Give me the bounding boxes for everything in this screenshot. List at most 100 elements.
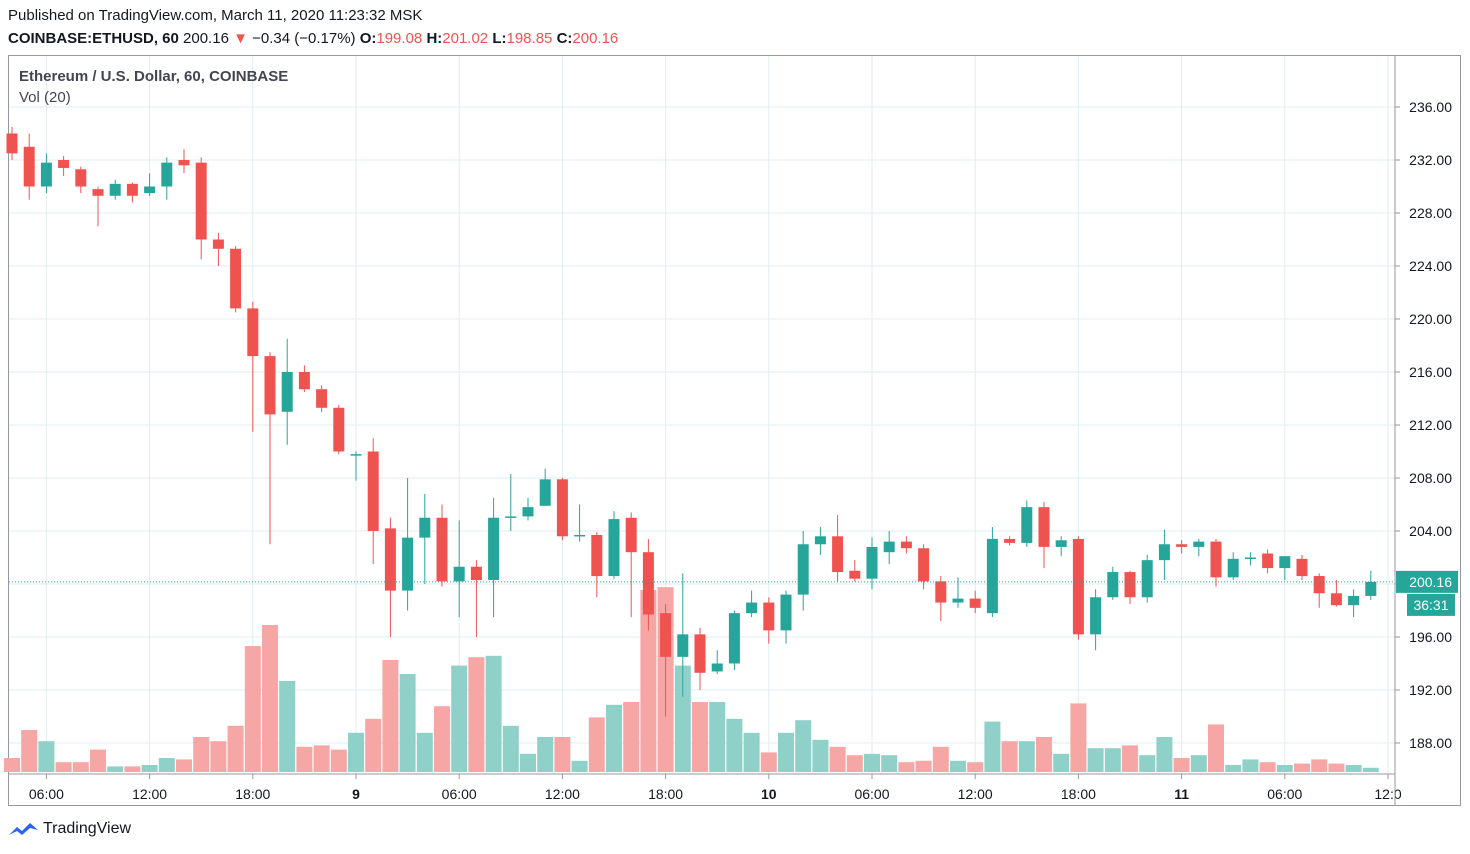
candle-body bbox=[814, 536, 826, 545]
candle-body bbox=[212, 239, 224, 249]
price-tick-label: 196.00 bbox=[1409, 629, 1452, 645]
candle-body bbox=[195, 162, 207, 240]
candle-body bbox=[144, 186, 156, 194]
volume-bar bbox=[1328, 763, 1345, 772]
volume-bar bbox=[537, 737, 554, 772]
price-tick-label: 224.00 bbox=[1409, 258, 1452, 274]
candle-body bbox=[746, 602, 758, 614]
candle-body bbox=[178, 160, 190, 166]
candle-body bbox=[1072, 538, 1084, 635]
candle-body bbox=[1193, 541, 1205, 547]
candle-body bbox=[281, 372, 293, 412]
candle-body bbox=[470, 566, 482, 581]
volume-bar bbox=[1225, 765, 1242, 772]
volume-bar bbox=[330, 749, 347, 772]
time-tick-label: 06:00 bbox=[854, 786, 889, 802]
candle-body bbox=[986, 538, 998, 614]
candle-body bbox=[694, 634, 706, 673]
candle-body bbox=[1021, 507, 1033, 543]
legend-title[interactable]: Ethereum / U.S. Dollar, 60, COINBASE bbox=[19, 68, 289, 85]
volume-bar bbox=[262, 625, 278, 772]
volume-bar bbox=[1208, 724, 1224, 772]
volume-bar bbox=[571, 760, 588, 772]
candle-body bbox=[316, 389, 328, 408]
candle-body bbox=[40, 162, 52, 187]
countdown-label: 36:31 bbox=[1413, 597, 1448, 613]
candle-body bbox=[780, 594, 792, 631]
volume-bar bbox=[416, 732, 433, 772]
time-tick-label: 10 bbox=[761, 786, 777, 802]
candle-body bbox=[797, 544, 809, 595]
volume-bar bbox=[760, 752, 777, 772]
volume-bar bbox=[193, 737, 210, 772]
candle-body bbox=[1038, 507, 1050, 547]
candle-body bbox=[436, 517, 448, 582]
time-tick-label: 11 bbox=[1174, 786, 1189, 802]
volume-bar bbox=[399, 674, 416, 772]
price-tick-label: 232.00 bbox=[1409, 152, 1452, 168]
candle-body bbox=[1210, 541, 1222, 578]
time-tick-label: 06:00 bbox=[1267, 786, 1302, 802]
last-price-label: 200.16 bbox=[1409, 574, 1452, 590]
time-tick-label: 12:00 bbox=[132, 786, 167, 802]
close-value: 200.16 bbox=[572, 30, 619, 47]
volume-bar bbox=[21, 730, 38, 772]
candle-body bbox=[333, 407, 345, 452]
candle-body bbox=[642, 552, 654, 615]
volume-bar bbox=[348, 732, 364, 772]
low-label: L: bbox=[492, 30, 507, 47]
price-tick-label: 204.00 bbox=[1409, 523, 1452, 539]
legend-volume[interactable]: Vol (20) bbox=[19, 89, 71, 106]
candle-body bbox=[1262, 553, 1274, 569]
last-price: 200.16 bbox=[183, 30, 229, 47]
candle-body bbox=[539, 479, 551, 506]
volume-bar bbox=[365, 718, 382, 772]
published-line: Published on TradingView.com, March 11, … bbox=[8, 7, 423, 24]
candle-body bbox=[419, 517, 431, 538]
volume-bar bbox=[812, 739, 829, 772]
candle-body bbox=[711, 663, 723, 672]
candle-body bbox=[384, 528, 396, 591]
volume-bar bbox=[227, 725, 244, 772]
price-tick-label: 212.00 bbox=[1409, 417, 1452, 433]
volume-bar bbox=[72, 762, 89, 772]
volume-bar bbox=[520, 753, 536, 772]
candle-body bbox=[1055, 540, 1067, 547]
volume-bar bbox=[176, 759, 192, 772]
time-tick-label: 12:00 bbox=[545, 786, 580, 802]
price-tick-label: 236.00 bbox=[1409, 99, 1452, 115]
price-tick-label: 192.00 bbox=[1409, 682, 1452, 698]
candle-body bbox=[1227, 558, 1239, 578]
candle-body bbox=[1279, 556, 1291, 569]
last-price-badge bbox=[1396, 570, 1458, 593]
footer-brand[interactable]: TradingView bbox=[8, 820, 131, 838]
candle-body bbox=[1313, 576, 1325, 594]
volume-bar bbox=[485, 655, 502, 772]
axes: 236.00 232.00 228.00 224.00 220.00 216.00 212.… bbox=[9, 56, 1458, 805]
volume-bar bbox=[1036, 737, 1052, 772]
volume-bar bbox=[915, 760, 932, 772]
candle-body bbox=[952, 598, 964, 603]
volume-bar bbox=[382, 660, 399, 772]
candle-body bbox=[625, 517, 637, 553]
candle-body bbox=[866, 546, 878, 579]
volume-bar bbox=[1311, 759, 1328, 772]
volume-bar bbox=[1070, 703, 1087, 772]
close-label: C: bbox=[556, 30, 573, 47]
volume-bar bbox=[606, 704, 622, 772]
quote-line: COINBASE:ETHUSD, 60 200.16 ▼ −0.34 (−0.1… bbox=[8, 30, 618, 47]
volume-bar bbox=[932, 746, 949, 772]
volume-bar bbox=[244, 646, 261, 772]
volume-bar bbox=[898, 762, 915, 772]
symbol-label[interactable]: COINBASE:ETHUSD, 60 bbox=[8, 30, 179, 47]
chart-frame bbox=[8, 55, 1461, 806]
price-tick-label: 208.00 bbox=[1409, 470, 1452, 486]
open-label: O: bbox=[359, 30, 377, 47]
change-value: −0.34 (−0.17%) bbox=[252, 30, 356, 47]
candle-body bbox=[264, 356, 276, 415]
volume-bar bbox=[279, 681, 296, 772]
volume-bar bbox=[1053, 753, 1070, 772]
volume-bar bbox=[434, 706, 450, 772]
candle-body bbox=[969, 598, 981, 608]
